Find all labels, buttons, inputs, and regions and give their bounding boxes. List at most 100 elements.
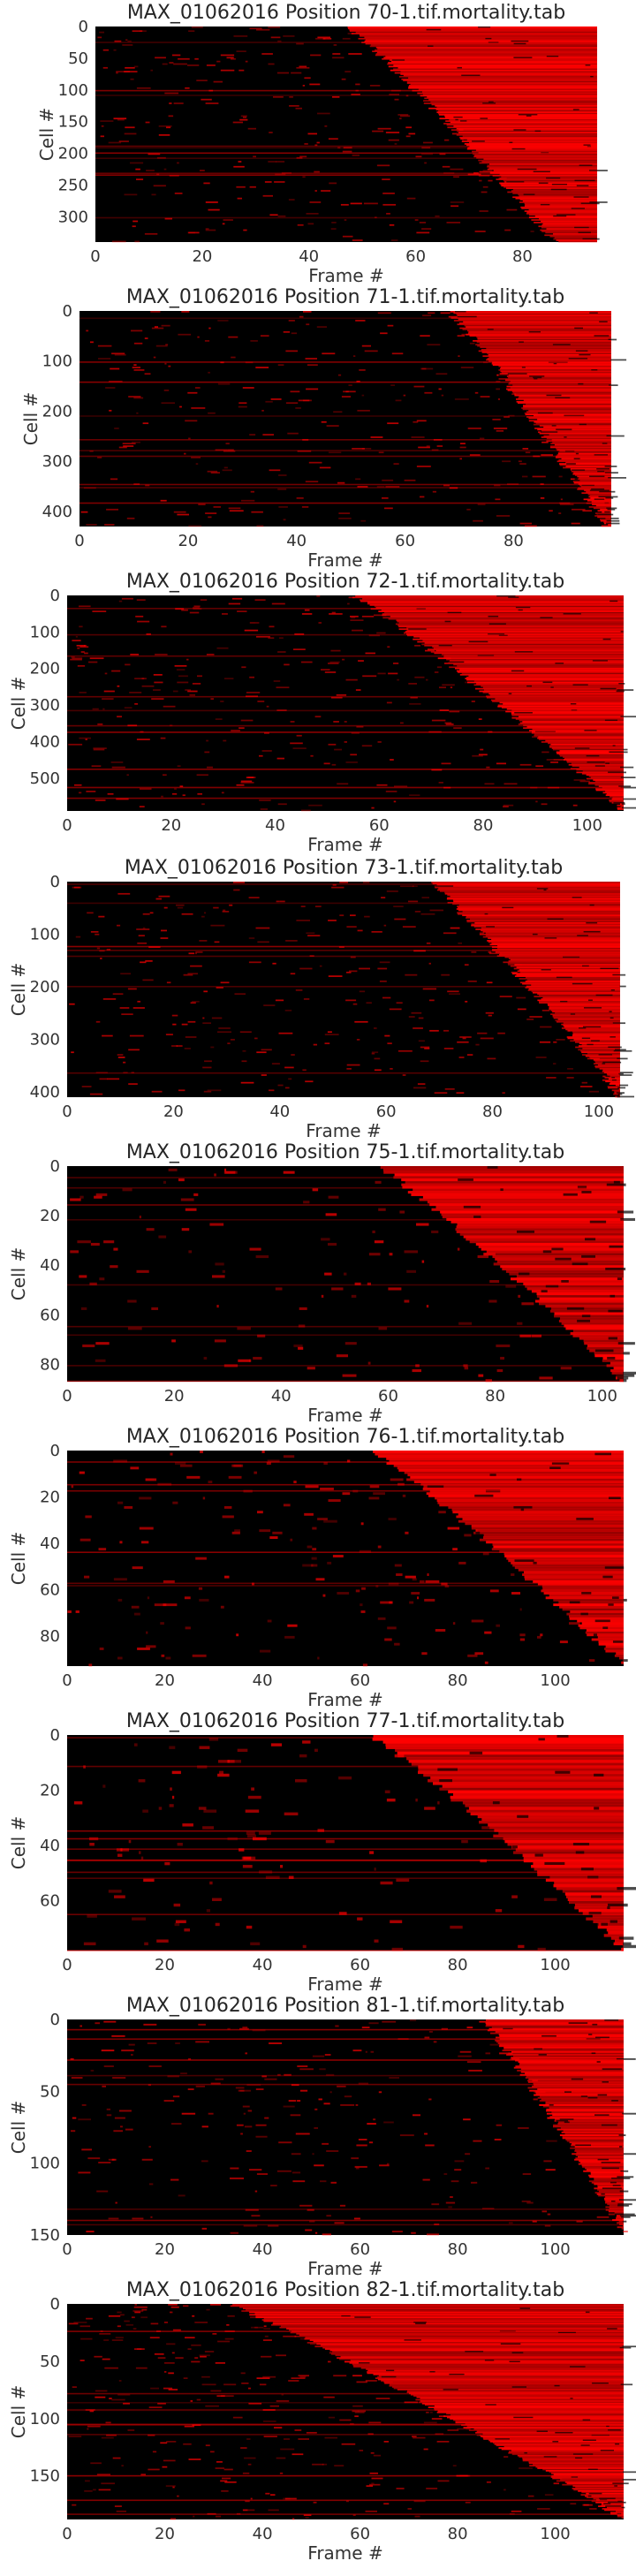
cell-signal-speckle xyxy=(92,708,99,710)
dead-cell-band xyxy=(406,2391,624,2393)
dead-cell-band xyxy=(479,1820,624,1824)
cell-signal-speckle xyxy=(283,2105,295,2108)
cell-signal-speckle xyxy=(438,2415,446,2418)
cell-signal-speckle xyxy=(324,671,337,673)
cell-signal-speckle xyxy=(569,1622,580,1625)
cell-signal-speckle xyxy=(163,1580,175,1583)
cell-signal-speckle xyxy=(236,1633,239,1637)
cell-signal-gap xyxy=(579,423,587,426)
cell-signal-gap xyxy=(550,188,567,191)
cell-signal-gap xyxy=(623,748,628,751)
cell-signal-speckle xyxy=(293,1481,297,1484)
cell-signal-speckle xyxy=(495,1909,503,1913)
dead-cell-band xyxy=(313,2340,624,2343)
dead-cell-band xyxy=(531,732,624,734)
cell-signal-speckle xyxy=(436,445,443,447)
cell-signal-speckle xyxy=(242,2472,250,2474)
cell-signal-speckle xyxy=(148,2065,162,2067)
cell-signal-speckle xyxy=(309,83,321,86)
cell-signal-speckle xyxy=(199,2354,210,2357)
dead-cell-band xyxy=(461,672,624,675)
cell-signal-gap xyxy=(461,74,481,77)
cell-signal-speckle xyxy=(119,1541,123,1544)
cell-signal-speckle xyxy=(230,2167,239,2170)
cell-signal-speckle xyxy=(263,2328,270,2330)
cell-signal-speckle xyxy=(117,892,131,895)
cell-signal-speckle xyxy=(184,1048,191,1049)
x-tick-label: 20 xyxy=(155,2525,175,2543)
y-tick-label: 0 xyxy=(50,1157,60,1176)
dead-cell-band xyxy=(619,1379,624,1383)
cell-signal-speckle xyxy=(197,792,202,795)
cell-signal-speckle xyxy=(143,2023,157,2026)
cell-signal-speckle xyxy=(365,2050,367,2053)
dead-cell-band xyxy=(289,2329,624,2331)
cell-signal-speckle xyxy=(489,1280,500,1284)
cell-signal-speckle xyxy=(302,1069,307,1072)
cell-signal-speckle xyxy=(352,355,356,357)
cell-signal-speckle xyxy=(134,2311,141,2314)
dead-cell-band xyxy=(594,1352,624,1355)
cell-signal-gap xyxy=(606,522,620,525)
cell-signal-speckle xyxy=(303,311,312,313)
dead-cell-band xyxy=(434,2405,624,2407)
cell-signal-speckle xyxy=(260,1649,271,1653)
cell-signal-speckle xyxy=(388,1287,402,1291)
dead-cell-band xyxy=(546,2110,624,2112)
cell-signal-speckle xyxy=(518,2127,529,2129)
dead-cell-band xyxy=(394,72,597,74)
cell-signal-speckle xyxy=(264,732,269,734)
cell-signal-speckle xyxy=(98,358,111,360)
cell-signal-row xyxy=(95,42,597,43)
dead-cell-band xyxy=(579,477,611,479)
cell-signal-speckle xyxy=(317,1518,328,1521)
cell-signal-speckle xyxy=(79,792,82,794)
cell-signal-gap xyxy=(426,28,442,31)
cell-signal-speckle xyxy=(220,1605,224,1609)
cell-signal-speckle xyxy=(559,1640,568,1644)
cell-signal-row xyxy=(95,147,597,149)
cell-signal-gap xyxy=(614,2213,635,2216)
cell-signal-speckle xyxy=(546,759,555,761)
dead-cell-band xyxy=(335,2354,624,2357)
cell-signal-speckle xyxy=(284,1635,295,1639)
dead-cell-band xyxy=(597,516,611,519)
cell-signal-speckle xyxy=(186,658,189,661)
cell-signal-gap xyxy=(566,463,576,465)
heatmap-panel: MAX_01062016 Position 73-1.tif.mortality… xyxy=(8,857,634,1141)
cell-signal-speckle xyxy=(421,1260,425,1263)
cell-signal-speckle xyxy=(142,422,149,425)
cell-signal-speckle xyxy=(86,2317,93,2320)
cell-signal-speckle xyxy=(123,2402,130,2405)
cell-signal-speckle xyxy=(133,369,145,371)
cell-signal-speckle xyxy=(360,1522,364,1526)
dead-cell-band xyxy=(398,622,624,624)
cell-signal-speckle xyxy=(205,228,209,230)
cell-signal-speckle xyxy=(80,1307,87,1310)
dead-cell-band xyxy=(462,1801,624,1805)
cell-signal-gap xyxy=(585,2311,590,2314)
cell-signal-gap xyxy=(610,1017,614,1019)
dead-cell-band xyxy=(612,797,624,799)
cell-signal-speckle xyxy=(478,718,482,720)
cell-signal-speckle xyxy=(450,2196,453,2199)
dead-cell-band xyxy=(452,903,620,905)
dead-cell-band xyxy=(442,1784,624,1788)
cell-signal-gap xyxy=(597,2094,608,2096)
dead-cell-band xyxy=(499,701,624,704)
dead-cell-band xyxy=(483,158,597,161)
cell-signal-speckle xyxy=(116,1848,130,1852)
y-tick-label: 20 xyxy=(40,1782,60,1800)
dead-cell-band xyxy=(360,599,624,602)
cell-signal-row xyxy=(95,174,597,176)
cell-signal-speckle xyxy=(86,2231,95,2233)
cell-signal-speckle xyxy=(429,2412,433,2413)
cell-signal-speckle xyxy=(127,40,132,42)
cell-signal-gap xyxy=(572,897,582,898)
cell-signal-speckle xyxy=(314,2127,318,2129)
dead-cell-band xyxy=(620,806,624,807)
cell-signal-speckle xyxy=(97,345,112,347)
dead-cell-band xyxy=(457,1223,624,1226)
cell-signal-speckle xyxy=(246,1831,255,1835)
dead-cell-band xyxy=(528,216,597,219)
